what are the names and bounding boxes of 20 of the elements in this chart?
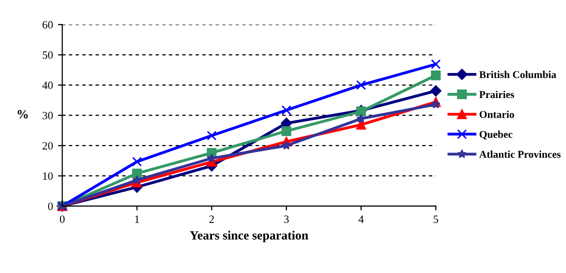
y-tick-label: 30 bbox=[42, 112, 53, 120]
y-tick-label: 10 bbox=[43, 172, 53, 180]
x-tick-label: 2 bbox=[209, 215, 214, 223]
x-tick-label: 4 bbox=[358, 216, 364, 223]
legend-label: Quebec bbox=[480, 130, 512, 140]
y-tick-label: 60 bbox=[42, 21, 53, 29]
x-tick-label: 3 bbox=[284, 215, 289, 223]
legend-label: Atlantic Provinces bbox=[479, 150, 561, 158]
x-tick-label: 1 bbox=[135, 216, 140, 223]
legend-label: Ontario bbox=[480, 110, 514, 118]
y-tick-label: 50 bbox=[42, 51, 53, 59]
y-axis-title: % bbox=[18, 110, 28, 119]
legend-label: British Columbia bbox=[479, 70, 556, 78]
x-axis-title: Years since separation bbox=[190, 230, 308, 242]
legend-label: Prairies bbox=[479, 90, 514, 98]
y-tick-label: 0 bbox=[48, 202, 53, 210]
x-tick-label: 0 bbox=[60, 215, 65, 223]
x-tick-label: 5 bbox=[434, 216, 438, 223]
y-tick-label: 40 bbox=[42, 82, 53, 90]
y-tick-label: 20 bbox=[42, 142, 53, 150]
